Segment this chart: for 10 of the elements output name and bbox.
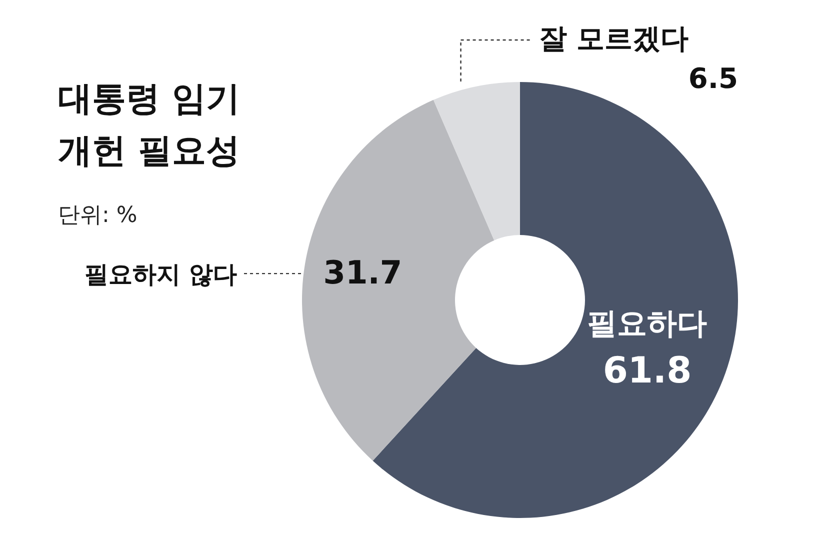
data-label: 31.7 bbox=[323, 254, 402, 292]
data-label: 6.5 bbox=[688, 62, 738, 95]
data-label: 61.8 bbox=[602, 350, 692, 392]
slice-label: 필요하지 않다 bbox=[84, 260, 237, 289]
text: 단위: % bbox=[58, 203, 138, 228]
slice-label: 잘 모르겠다 bbox=[538, 22, 689, 55]
slice-label: 필요하다 bbox=[587, 306, 708, 342]
text: 대통령 임기 개헌 필요성 bbox=[58, 79, 240, 171]
donut-slice bbox=[302, 100, 494, 461]
donut-slice bbox=[433, 82, 520, 240]
